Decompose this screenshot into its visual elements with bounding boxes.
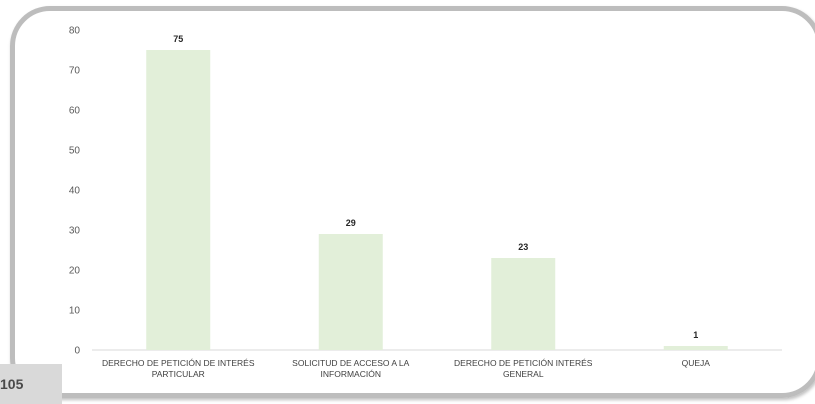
data-label: 75 <box>173 34 183 44</box>
y-tick-label: 40 <box>69 186 81 197</box>
x-category-label: QUEJA <box>682 358 711 368</box>
y-tick-label: 50 <box>69 146 81 157</box>
x-category-label: SOLICITUD DE ACCESO A LA <box>292 358 409 368</box>
chart-frame <box>10 6 815 398</box>
data-label: 1 <box>693 330 698 340</box>
y-tick-label: 80 <box>69 26 81 37</box>
data-label: 29 <box>346 218 356 228</box>
y-tick-label: 60 <box>69 106 81 117</box>
y-tick-label: 0 <box>74 346 80 357</box>
y-tick-label: 20 <box>69 266 81 277</box>
x-category-label: INFORMACIÓN <box>321 369 381 379</box>
page-number-tab: 105 <box>0 364 62 404</box>
x-category-label: GENERAL <box>503 369 544 379</box>
y-tick-label: 10 <box>69 306 81 317</box>
bar <box>146 50 211 350</box>
y-tick-label: 30 <box>69 226 81 237</box>
x-category-label: DERECHO DE PETICIÓN DE INTERÉS <box>102 358 255 368</box>
y-tick-label: 70 <box>69 66 81 77</box>
bar <box>318 234 383 350</box>
data-label: 23 <box>518 242 528 252</box>
bar <box>663 346 728 350</box>
x-category-label: PARTICULAR <box>152 369 205 379</box>
bar <box>491 258 556 350</box>
page-number: 105 <box>0 376 24 392</box>
x-category-label: DERECHO DE PETICIÓN INTERÉS <box>454 358 593 368</box>
